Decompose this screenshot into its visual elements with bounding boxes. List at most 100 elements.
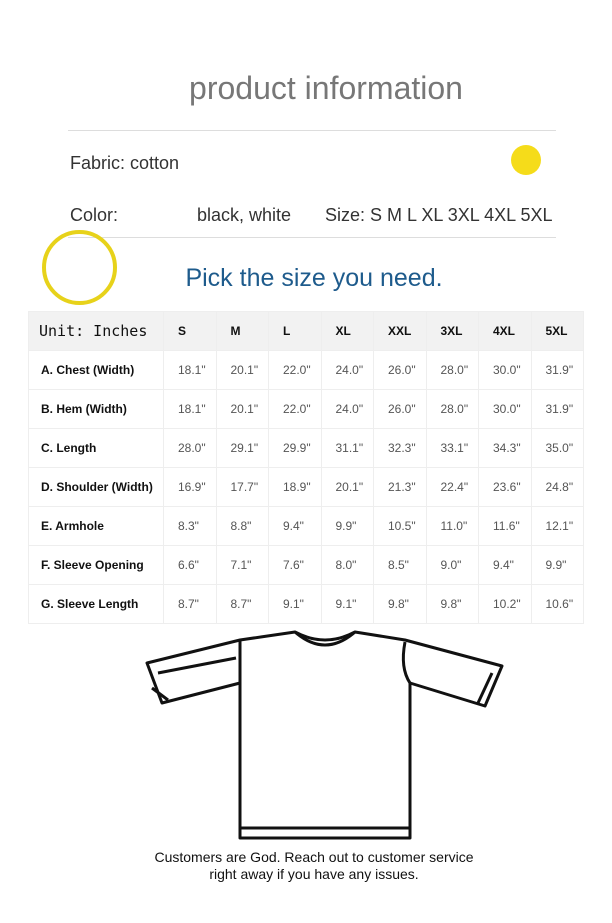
- size-header: 3XL: [425, 311, 479, 351]
- measurement-label: G. Sleeve Length: [28, 584, 164, 624]
- measurement-value: 18.1": [163, 389, 217, 429]
- measurement-label: B. Hem (Width): [28, 389, 164, 429]
- yellow-dot-decoration: [511, 145, 541, 175]
- size-header: 5XL: [530, 311, 584, 351]
- measurement-value: 31.9": [530, 389, 584, 429]
- measurement-value: 10.5": [373, 506, 427, 546]
- measurement-value: 35.0": [530, 428, 584, 468]
- measurement-value: 23.6": [478, 467, 532, 507]
- measurement-value: 21.3": [373, 467, 427, 507]
- measurement-value: 9.9": [320, 506, 374, 546]
- measurement-value: 20.1": [215, 389, 269, 429]
- measurement-value: 26.0": [373, 350, 427, 390]
- color-label: Color:: [70, 205, 119, 225]
- measurement-value: 20.1": [215, 350, 269, 390]
- measurement-value: 10.6": [530, 584, 584, 624]
- measurement-value: 31.9": [530, 350, 584, 390]
- size-row: Size: S M L XL 3XL 4XL 5XL: [325, 205, 553, 226]
- size-chart-table: Unit: Inches S M L XL XXL 3XL 4XL 5XL A.…: [28, 311, 584, 624]
- measurement-label: A. Chest (Width): [28, 350, 164, 390]
- measurement-value: 18.1": [163, 350, 217, 390]
- measurement-value: 17.7": [215, 467, 269, 507]
- color-value: black, white: [197, 205, 292, 225]
- divider: [68, 130, 556, 131]
- table-row: B. Hem (Width) 18.1" 20.1" 22.0" 24.0" 26.0" 2…: [28, 389, 584, 429]
- measurement-value: 29.1": [215, 428, 269, 468]
- measurement-value: 28.0": [425, 389, 479, 429]
- measurement-value: 30.0": [478, 350, 532, 390]
- measurement-value: 8.3": [163, 506, 217, 546]
- measurement-value: 18.9": [268, 467, 322, 507]
- yellow-ring-decoration: [42, 230, 117, 305]
- measurement-value: 9.4": [268, 506, 322, 546]
- measurement-value: 7.6": [268, 545, 322, 585]
- measurement-value: 22.0": [268, 389, 322, 429]
- measurement-value: 11.0": [425, 506, 479, 546]
- measurement-value: 8.8": [215, 506, 269, 546]
- size-header: L: [268, 311, 322, 351]
- size-header: 4XL: [478, 311, 532, 351]
- tshirt-diagram: [145, 630, 504, 840]
- size-value: S M L XL 3XL 4XL 5XL: [370, 205, 553, 225]
- measurement-value: 9.0": [425, 545, 479, 585]
- measurement-value: 28.0": [425, 350, 479, 390]
- measurement-value: 9.9": [530, 545, 584, 585]
- table-row: G. Sleeve Length 8.7" 8.7" 9.1" 9.1" 9.8" 9.8"…: [28, 584, 584, 624]
- measurement-value: 24.0": [320, 350, 374, 390]
- table-row: E. Armhole 8.3" 8.8" 9.4" 9.9" 10.5" 11.0" 11.6…: [28, 506, 584, 546]
- measurement-value: 31.1": [320, 428, 374, 468]
- measurement-value: 20.1": [320, 467, 374, 507]
- measurement-value: 9.4": [478, 545, 532, 585]
- fabric-row: Fabric: cotton: [70, 153, 179, 174]
- table-header-row: Unit: Inches S M L XL XXL 3XL 4XL 5XL: [28, 311, 584, 351]
- measurement-value: 22.0": [268, 350, 322, 390]
- size-header: S: [163, 311, 217, 351]
- measurement-value: 8.0": [320, 545, 374, 585]
- measurement-value: 34.3": [478, 428, 532, 468]
- measurement-value: 32.3": [373, 428, 427, 468]
- measurement-value: 10.2": [478, 584, 532, 624]
- measurement-value: 29.9": [268, 428, 322, 468]
- measurement-value: 9.8": [425, 584, 479, 624]
- measurement-value: 16.9": [163, 467, 217, 507]
- size-header: XXL: [373, 311, 427, 351]
- footer-note: Customers are God. Reach out to customer…: [0, 849, 612, 883]
- measurement-value: 6.6": [163, 545, 217, 585]
- footer-line: right away if you have any issues.: [209, 866, 419, 882]
- size-header: M: [215, 311, 269, 351]
- footer-line: Customers are God. Reach out to customer…: [154, 849, 474, 865]
- measurement-value: 26.0": [373, 389, 427, 429]
- table-row: C. Length 28.0" 29.1" 29.9" 31.1" 32.3" 33.1" 3…: [28, 428, 584, 468]
- measurement-label: F. Sleeve Opening: [28, 545, 164, 585]
- fabric-label: Fabric:: [70, 153, 126, 173]
- measurement-value: 33.1": [425, 428, 479, 468]
- measurement-label: C. Length: [28, 428, 164, 468]
- size-header: XL: [320, 311, 374, 351]
- measurement-value: 7.1": [215, 545, 269, 585]
- measurement-value: 9.1": [268, 584, 322, 624]
- measurement-value: 9.1": [320, 584, 374, 624]
- measurement-value: 8.7": [163, 584, 217, 624]
- measurement-value: 8.7": [215, 584, 269, 624]
- table-row: F. Sleeve Opening 6.6" 7.1" 7.6" 8.0" 8.5" 9.0…: [28, 545, 584, 585]
- measurement-value: 28.0": [163, 428, 217, 468]
- measurement-value: 11.6": [478, 506, 532, 546]
- measurement-value: 24.0": [320, 389, 374, 429]
- measurement-value: 30.0": [478, 389, 532, 429]
- measurement-value: 22.4": [425, 467, 479, 507]
- page-title: product information: [189, 70, 463, 106]
- table-row: D. Shoulder (Width) 16.9" 17.7" 18.9" 20.1" 2…: [28, 467, 584, 507]
- divider: [68, 237, 556, 238]
- measurement-label: D. Shoulder (Width): [28, 467, 164, 507]
- measurement-value: 12.1": [530, 506, 584, 546]
- pick-size-heading: Pick the size you need.: [185, 264, 443, 292]
- measurement-label: E. Armhole: [28, 506, 164, 546]
- unit-header: Unit: Inches: [28, 311, 164, 351]
- size-label: Size:: [325, 205, 366, 225]
- measurement-value: 9.8": [373, 584, 427, 624]
- table-row: A. Chest (Width) 18.1" 20.1" 22.0" 24.0" 26.0…: [28, 350, 584, 390]
- fabric-value: cotton: [130, 153, 180, 173]
- measurement-value: 24.8": [530, 467, 584, 507]
- measurement-value: 8.5": [373, 545, 427, 585]
